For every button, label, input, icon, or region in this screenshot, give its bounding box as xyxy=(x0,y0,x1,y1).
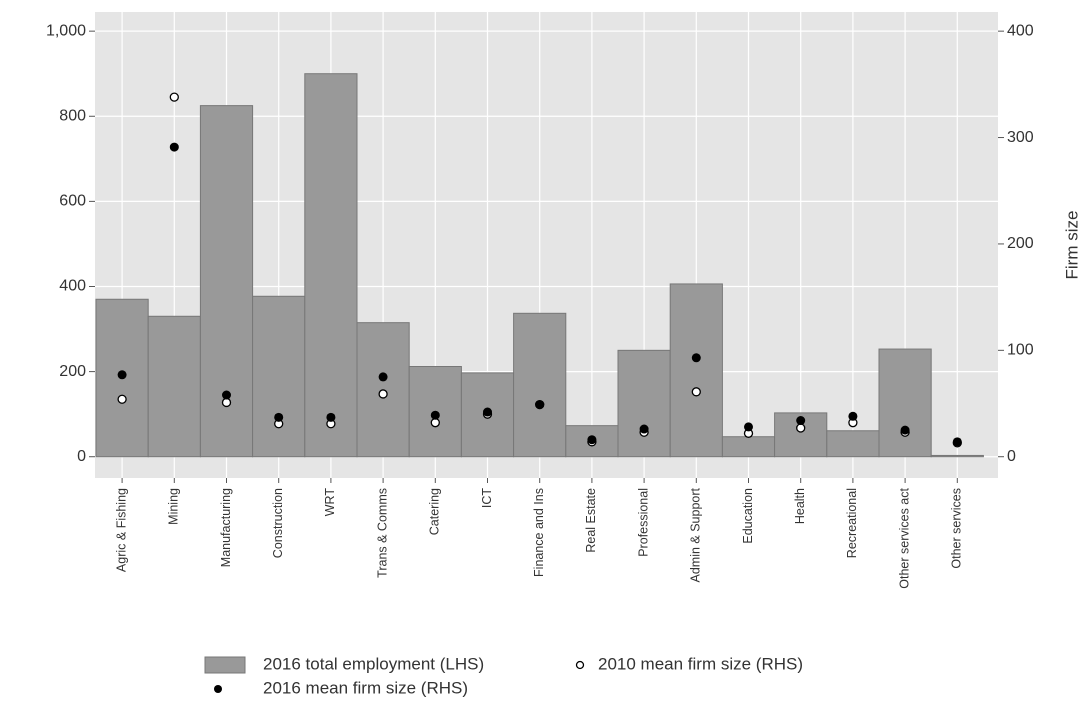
y-tick-label: 400 xyxy=(59,278,86,295)
legend-label: 2016 mean firm size (RHS) xyxy=(263,678,468,697)
dot xyxy=(639,424,649,434)
x-tick-label: Recreational xyxy=(845,488,859,558)
x-tick-label: Real Estate xyxy=(584,488,598,553)
x-tick-label: Other services xyxy=(950,488,964,569)
bar xyxy=(930,454,984,458)
dot xyxy=(483,407,492,417)
dot xyxy=(900,425,910,435)
x-tick-label: Manufacturing xyxy=(219,488,233,567)
dot xyxy=(169,142,179,152)
y2-tick-label: 400 xyxy=(1007,22,1034,39)
x-tick-label: Agric & Fishing xyxy=(114,488,128,572)
dot xyxy=(691,353,701,363)
x-tick-label: Mining xyxy=(167,488,181,525)
y2-tick-label: 200 xyxy=(1007,235,1034,252)
legend-label: 2016 total employment (LHS) xyxy=(263,654,484,673)
legend-swatch xyxy=(214,685,222,693)
bar xyxy=(304,73,358,458)
x-tick-label: Professional xyxy=(636,488,650,557)
legend-label: 2010 mean firm size (RHS) xyxy=(598,654,803,673)
x-tick-label: Other services act xyxy=(897,487,911,588)
dot xyxy=(117,370,127,380)
open-dot xyxy=(796,423,806,433)
bar xyxy=(878,348,932,458)
dot xyxy=(744,422,753,432)
dot xyxy=(222,390,231,400)
bar xyxy=(147,315,201,458)
dot xyxy=(326,412,336,422)
x-tick-label: Catering xyxy=(428,488,442,535)
y2-axis-label: Firm size xyxy=(1062,211,1081,280)
y-tick-label: 600 xyxy=(59,193,86,210)
bar xyxy=(669,283,723,458)
y-tick-label: 0 xyxy=(77,448,86,465)
x-tick-label: Health xyxy=(793,488,807,524)
bar xyxy=(721,436,776,458)
y-tick-label: 800 xyxy=(59,107,86,124)
bar xyxy=(617,349,671,458)
bar xyxy=(252,295,306,458)
x-tick-label: ICT xyxy=(480,488,494,509)
x-tick-label: Trans & Comms xyxy=(375,488,389,578)
x-tick-label: Construction xyxy=(271,488,285,558)
open-dot xyxy=(378,389,388,399)
open-dot xyxy=(691,387,701,397)
bar xyxy=(513,312,567,458)
x-tick-label: Finance and Ins xyxy=(532,488,546,577)
y-tick-label: 200 xyxy=(59,363,86,380)
dot xyxy=(848,411,858,421)
y2-tick-label: 100 xyxy=(1007,342,1034,359)
open-dot xyxy=(117,394,127,404)
x-tick-label: Admin & Support xyxy=(689,487,703,582)
dot xyxy=(274,412,284,422)
x-tick-label: WRT xyxy=(323,488,337,517)
legend-swatch xyxy=(575,660,585,670)
dot xyxy=(952,437,962,447)
dot xyxy=(430,410,440,420)
y2-tick-label: 0 xyxy=(1007,448,1016,465)
dot xyxy=(796,416,806,426)
bar xyxy=(826,430,880,458)
legend-swatch xyxy=(204,656,246,674)
x-tick-label: Education xyxy=(741,488,755,544)
y2-tick-label: 300 xyxy=(1007,129,1034,146)
y-tick-label: 1,000 xyxy=(46,22,86,39)
open-dot xyxy=(221,397,232,408)
dot xyxy=(535,400,545,410)
open-dot xyxy=(169,92,179,102)
dot xyxy=(378,372,388,382)
open-dot xyxy=(430,418,440,428)
dot xyxy=(587,435,597,445)
